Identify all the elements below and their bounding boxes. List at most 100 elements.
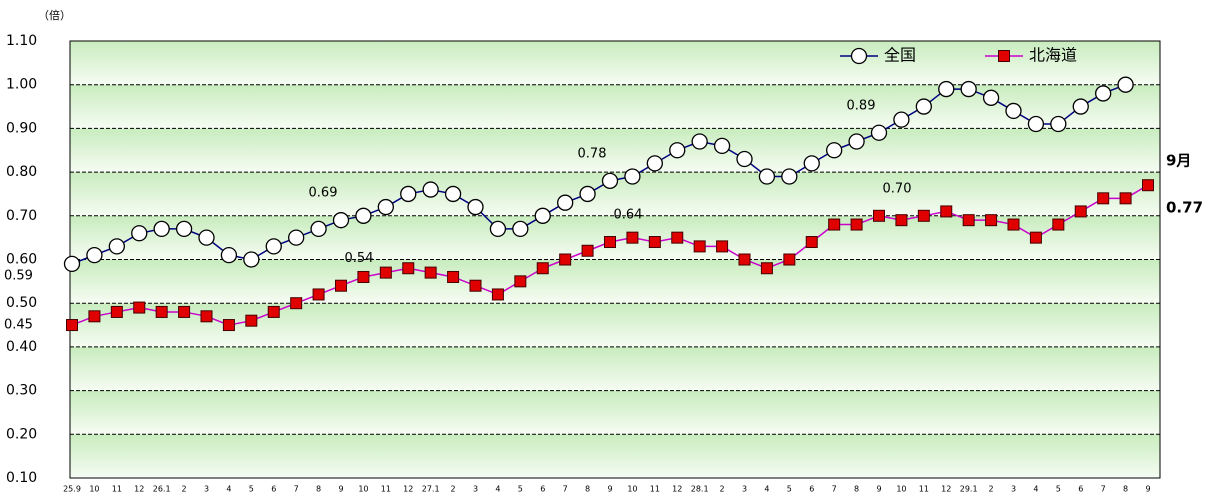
x-tick-label: 3 [204,485,209,494]
x-tick-label: 10 [358,485,368,494]
point [1029,231,1042,244]
y-tick-label: 0.90 [6,120,37,136]
point [601,172,619,189]
point [646,155,663,172]
point [982,89,1000,106]
annotation: 0.59 [4,268,33,283]
annotation: 0.89 [847,98,876,113]
x-tick-label: 5 [249,485,254,494]
point [1142,179,1154,192]
point [1119,192,1132,205]
y-tick-label: 0.60 [6,252,37,268]
annotation: 0.69 [309,186,338,201]
x-tick-label: 29.1 [960,485,978,494]
legend-marker [998,50,1010,62]
point [402,262,415,275]
point [648,236,661,249]
point [265,238,282,255]
point [848,133,865,150]
point [290,297,303,310]
point [805,236,818,249]
y-unit: （倍） [38,8,71,22]
point [489,220,507,238]
point [850,218,863,231]
y-tick-label: 0.10 [6,470,37,486]
point [781,168,798,185]
point [175,220,193,238]
legend-marker [850,47,868,65]
point [915,98,932,115]
point [713,137,731,155]
point [245,314,258,327]
y-tick-label: 0.40 [6,339,37,355]
annotation: 0.45 [4,318,33,333]
plot-band [70,434,1160,478]
point [669,142,686,159]
y-tick-label: 0.50 [6,295,37,311]
x-tick-label: 10 [627,485,637,494]
x-tick-label: 6 [1078,485,1083,494]
point [557,194,574,211]
x-tick-label: 28.1 [691,485,709,494]
point [312,288,325,301]
point [108,238,125,255]
x-tick-label: 11 [650,485,660,494]
plot-band [70,346,1160,391]
point [178,305,191,318]
point [1117,76,1134,93]
point [760,262,773,275]
point [1027,115,1045,133]
y-tick-label: 0.80 [6,164,37,180]
x-tick-label: 4 [764,485,769,494]
point [267,305,280,318]
point [693,240,706,253]
point [671,231,684,244]
point [604,236,616,249]
x-tick-label: 5 [1056,485,1061,494]
legend-label: 北海道 [1029,46,1077,65]
point [895,214,908,227]
plot-band [70,84,1160,129]
y-tick-label: 0.70 [6,208,37,224]
point [1052,218,1065,231]
plot-band [70,390,1160,435]
point [870,124,888,141]
annotation: 0.70 [883,181,912,196]
point [155,305,168,318]
x-tick-label: 6 [809,485,814,494]
point [198,229,215,246]
point [691,133,708,150]
point [1095,85,1112,102]
point [758,168,776,185]
point [288,229,305,246]
point [63,255,81,273]
x-tick-label: 10 [896,485,906,494]
x-tick-label: 26.1 [153,485,171,494]
point [1074,205,1087,218]
point [131,225,148,242]
point [110,305,123,318]
x-tick-label: 3 [473,485,478,494]
legend-label: 全国 [884,46,916,65]
point [626,231,639,244]
point [512,220,529,238]
point [310,220,327,238]
x-tick-label: 8 [854,485,859,494]
point [917,209,930,222]
point [962,214,975,227]
x-tick-label: 11 [112,485,122,494]
point [985,214,998,227]
x-tick-label: 2 [989,485,994,494]
point [332,212,350,229]
point [447,270,460,283]
x-tick-label: 7 [563,485,568,494]
point [200,310,213,323]
point [467,198,484,216]
point [377,198,394,216]
x-tick-label: 9 [1145,485,1150,494]
point [424,266,437,279]
point [86,246,103,264]
plot-band [70,41,1160,85]
annotation: 0.77 [1166,199,1203,217]
point [1072,98,1089,115]
